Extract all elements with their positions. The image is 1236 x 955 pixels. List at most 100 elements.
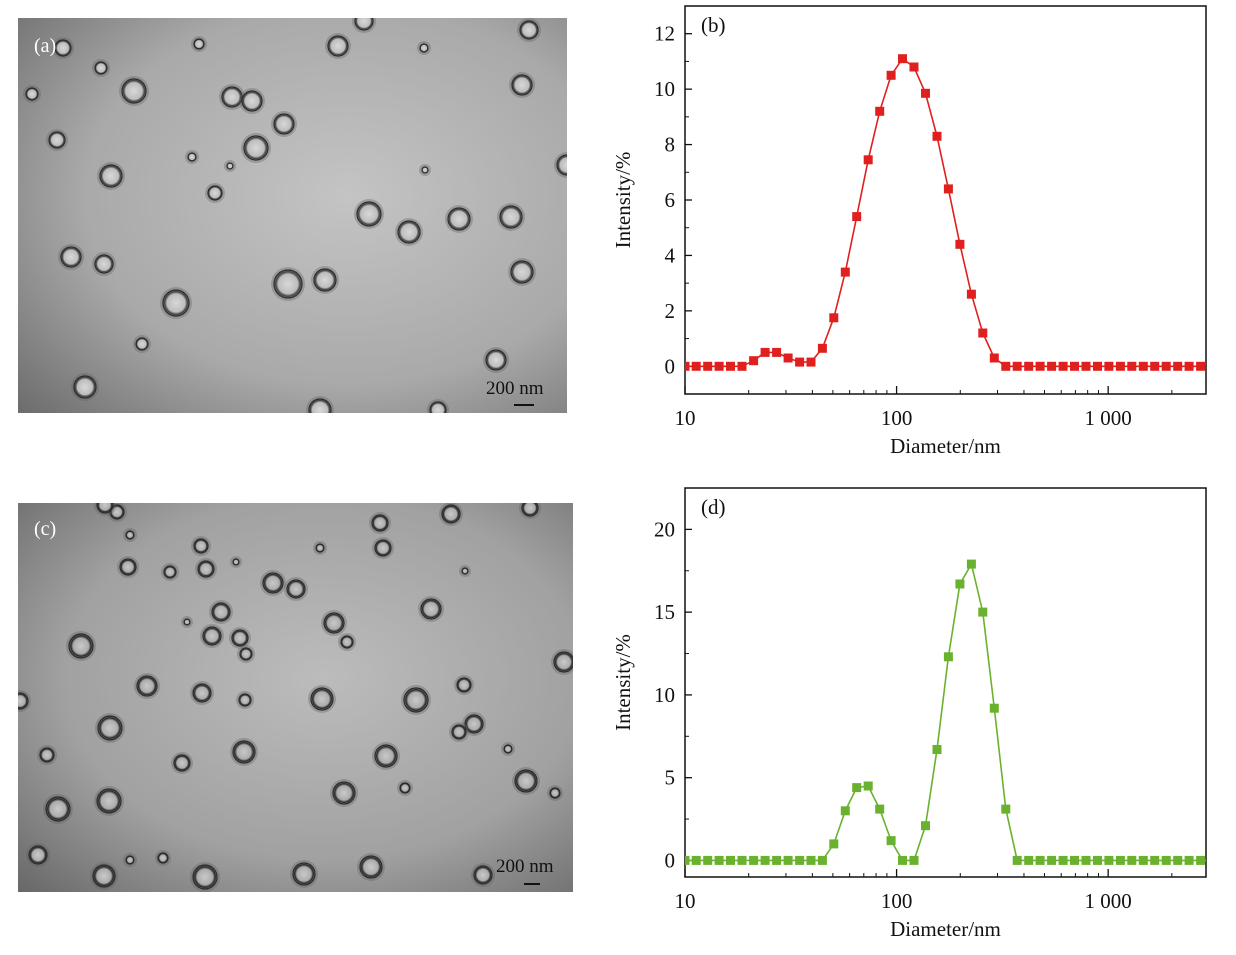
data-point	[772, 855, 782, 865]
particle	[419, 43, 429, 53]
particle	[109, 504, 125, 520]
data-point	[760, 347, 770, 357]
data-point	[714, 361, 724, 371]
data-point	[1081, 855, 1091, 865]
x-axis-label: Diameter/nm	[890, 917, 1001, 941]
y-axis-label: Intensity/%	[611, 152, 635, 249]
particles-a	[23, 9, 580, 424]
data-point	[795, 855, 805, 865]
data-point	[1138, 361, 1148, 371]
particle	[39, 747, 55, 763]
chart-d-svg: 0 5 10 15 20 10 100 1 000 Diameter/nm Intensity/%…	[611, 487, 1207, 941]
data-point	[1047, 855, 1057, 865]
particle	[473, 865, 493, 885]
data-point	[1115, 361, 1125, 371]
data-point	[726, 361, 735, 371]
y-tick-label: 6	[665, 188, 676, 212]
data-point	[1093, 361, 1102, 371]
particle	[447, 207, 471, 231]
panel-label: (d)	[701, 495, 726, 519]
particle	[232, 740, 256, 764]
data-point	[989, 353, 999, 363]
data-point	[714, 855, 724, 865]
data-point	[898, 54, 907, 64]
particle	[510, 260, 534, 284]
data-point	[1150, 855, 1160, 865]
data-point	[921, 821, 930, 831]
data-point	[1024, 361, 1034, 371]
particle	[429, 401, 447, 419]
data-point	[978, 328, 988, 338]
particle	[207, 185, 223, 201]
data-point	[1035, 855, 1045, 865]
panel-label: (b)	[701, 13, 726, 37]
data-point	[1012, 361, 1022, 371]
data-point	[875, 804, 885, 814]
particle	[121, 78, 147, 104]
particle	[241, 90, 263, 112]
data-point	[691, 361, 701, 371]
y-tick-label: 12	[654, 22, 675, 46]
data-point	[1138, 855, 1148, 865]
particle	[315, 543, 325, 553]
particle	[354, 11, 374, 31]
size-distribution-chart-b: 0 2 4 6 8 10 12 10 100 1 000 Diameter/nm Intensity/…	[600, 0, 1236, 470]
particle	[226, 162, 234, 170]
x-tick-label: 10	[675, 406, 696, 430]
data-point	[783, 855, 793, 865]
particle	[451, 724, 467, 740]
data-point	[817, 855, 827, 865]
particle	[45, 796, 71, 822]
data-point	[898, 855, 907, 865]
data-point	[932, 745, 942, 754]
data-point	[852, 212, 862, 222]
data-point	[966, 559, 976, 569]
data-point	[1196, 361, 1206, 371]
data-point	[955, 579, 965, 589]
data-point	[685, 855, 690, 865]
particle	[332, 781, 356, 805]
data-point	[760, 855, 770, 865]
data-point	[726, 855, 735, 865]
particle	[11, 692, 29, 710]
data-point	[829, 839, 839, 849]
series-line	[685, 561, 1206, 862]
particle	[399, 782, 411, 794]
data-point	[966, 289, 976, 299]
particle	[359, 855, 383, 879]
particle	[125, 855, 135, 865]
particle	[96, 788, 122, 814]
particle	[73, 375, 97, 399]
particle	[99, 164, 123, 188]
particle	[211, 602, 231, 622]
particle	[327, 35, 349, 57]
x-axis-label: Diameter/nm	[890, 434, 1001, 458]
data-point	[772, 347, 782, 357]
data-point	[1001, 804, 1011, 814]
particle	[187, 152, 197, 162]
data-point	[749, 356, 759, 366]
particle	[96, 496, 114, 514]
particle	[464, 714, 484, 734]
data-point	[943, 652, 953, 662]
data-point	[840, 806, 850, 816]
particle	[94, 61, 108, 75]
particle	[125, 530, 135, 540]
data-point	[1184, 855, 1194, 865]
data-point	[1104, 361, 1114, 371]
plot-frame	[684, 5, 1207, 395]
particle	[441, 504, 461, 524]
particle	[553, 651, 575, 673]
particle	[221, 86, 243, 108]
y-tick-label: 8	[665, 133, 676, 157]
data-point	[1093, 855, 1102, 865]
data-point	[806, 855, 816, 865]
data-point	[909, 62, 919, 72]
particle	[511, 74, 533, 96]
data-point	[921, 88, 930, 98]
y-tick-label: 15	[654, 600, 675, 624]
data-point	[863, 155, 873, 165]
tem-image-a-canvas: (a) 200 nm	[18, 9, 580, 424]
particle	[503, 744, 513, 754]
panel-label-a: (a)	[34, 35, 56, 57]
